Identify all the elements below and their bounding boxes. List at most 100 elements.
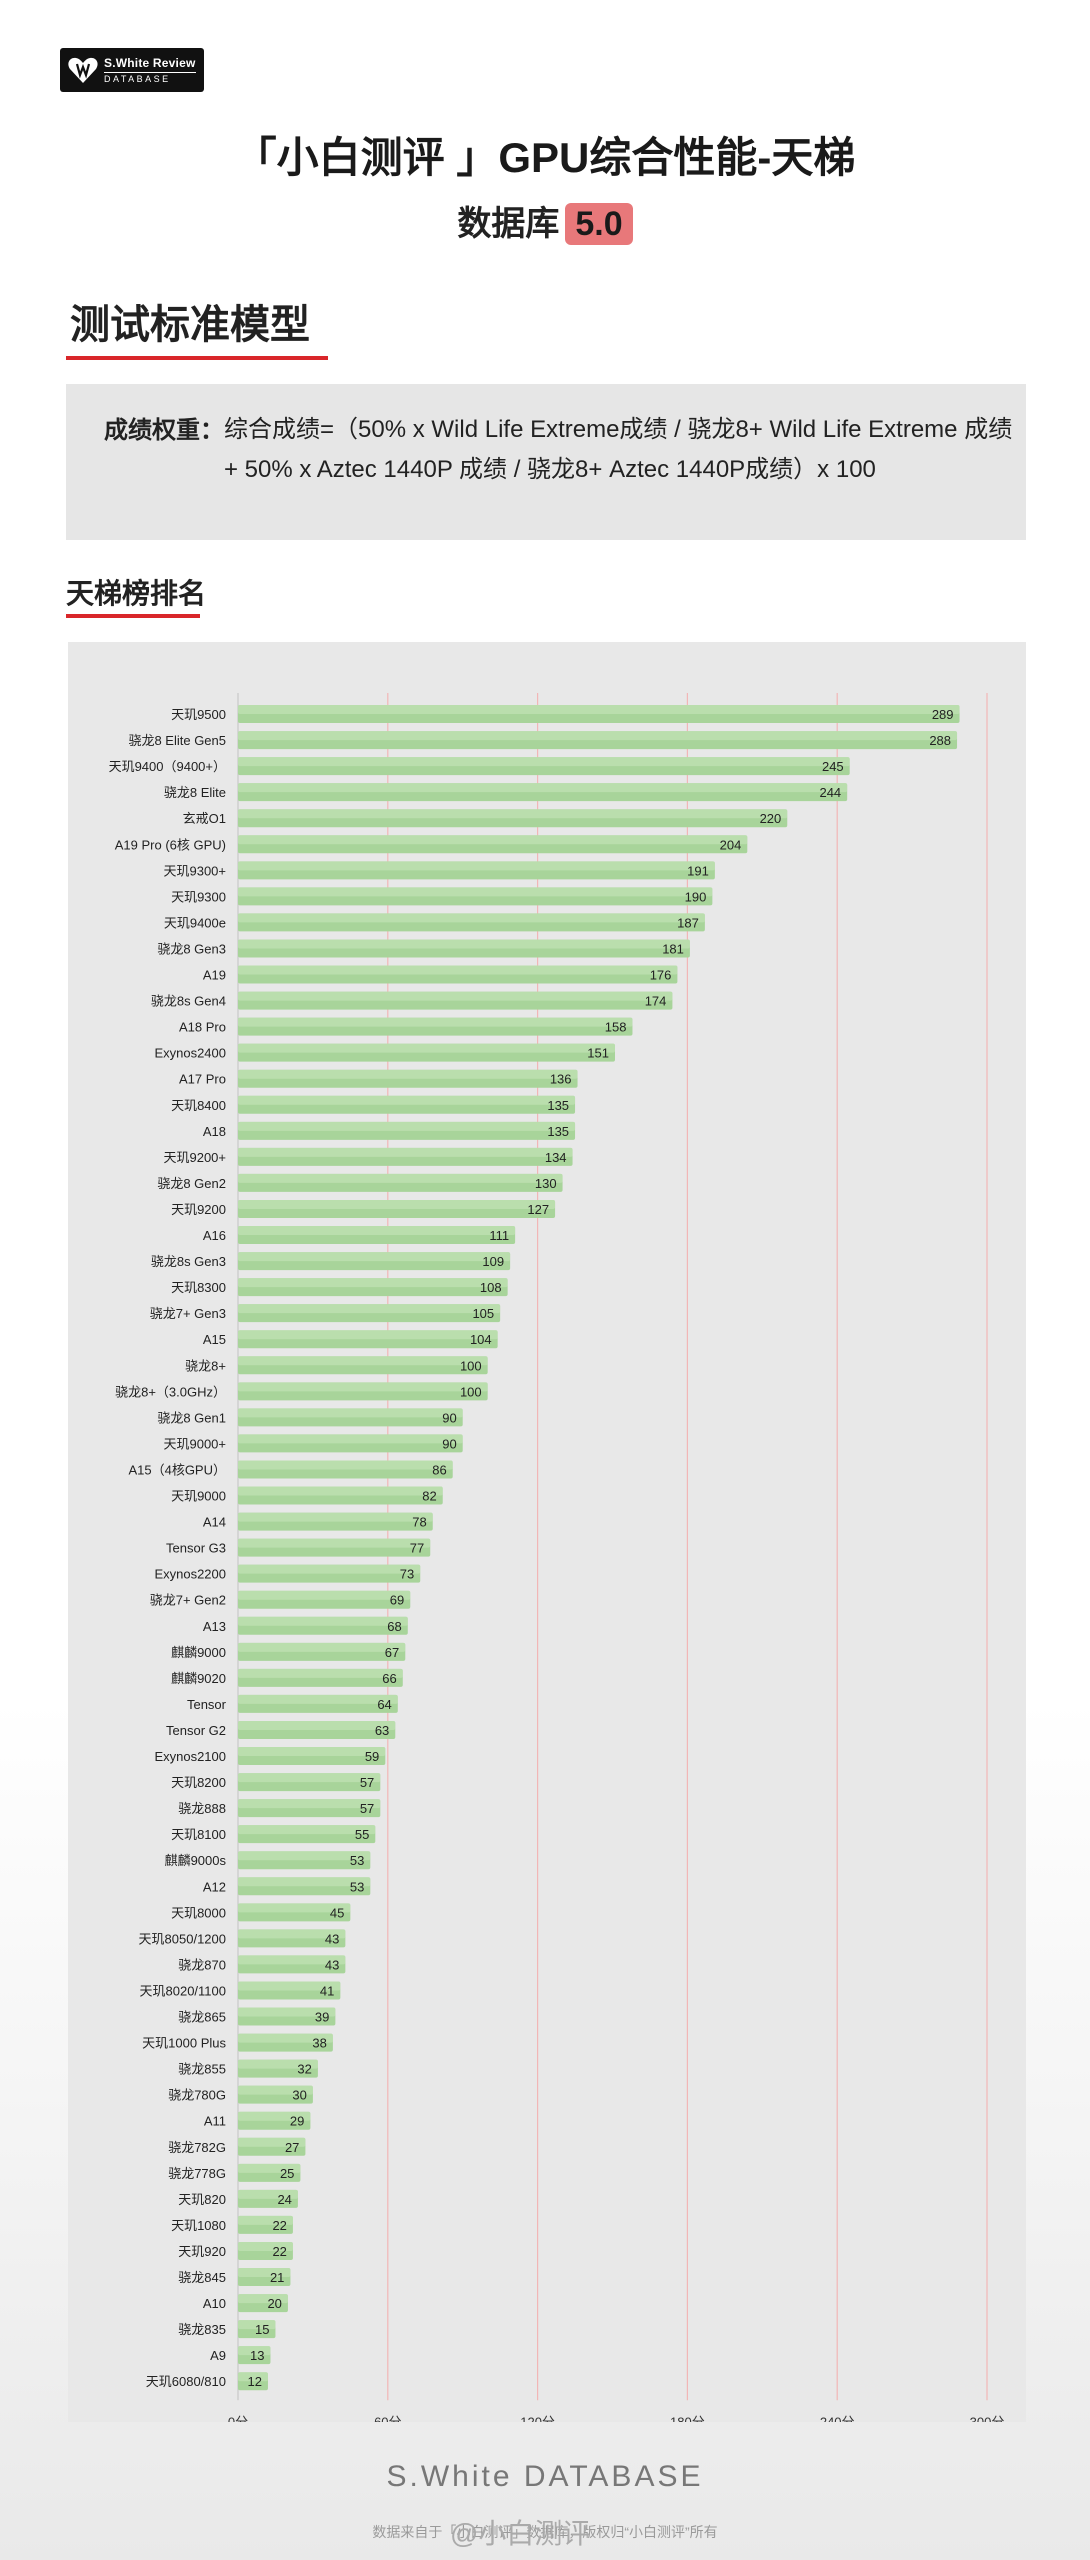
category-label: 天玑9200 xyxy=(171,1202,226,1217)
bar-highlight xyxy=(238,1955,346,1965)
data-label: 39 xyxy=(315,2010,329,2025)
section-heading-model: 测试标准模型 xyxy=(70,303,310,347)
weibo-handle: @小白测评 xyxy=(450,2518,591,2549)
data-label: 109 xyxy=(482,1254,504,1269)
data-label: 22 xyxy=(272,2218,286,2233)
data-label: 181 xyxy=(662,941,684,956)
data-label: 134 xyxy=(545,1150,567,1165)
data-label: 245 xyxy=(822,759,844,774)
data-label: 53 xyxy=(350,1879,364,1894)
bar-highlight xyxy=(238,1017,633,1027)
category-label: 天玑9400e xyxy=(164,915,226,930)
category-label: 骁龙778G xyxy=(168,2166,226,2181)
bar-highlight xyxy=(238,1825,376,1835)
bar-highlight xyxy=(238,861,715,871)
brand-logo: S.White Review DATABASE xyxy=(60,48,204,92)
data-label: 73 xyxy=(400,1567,414,1582)
category-label: 麒麟9000s xyxy=(165,1853,227,1868)
x-tick-label: 240分 xyxy=(820,2414,855,2422)
x-tick-label: 60分 xyxy=(374,2414,401,2422)
bar-highlight xyxy=(238,1720,396,1730)
data-label: 63 xyxy=(375,1723,389,1738)
category-label: 天玑8300 xyxy=(171,1280,226,1295)
category-label: Tensor xyxy=(187,1697,227,1712)
bar-highlight xyxy=(238,2346,271,2356)
data-label: 41 xyxy=(320,1983,334,1998)
bar-highlight xyxy=(238,1408,463,1418)
bar-highlight xyxy=(238,1981,341,1991)
data-label: 136 xyxy=(550,1072,572,1087)
bar-highlight xyxy=(238,1929,346,1939)
x-tick-label: 180分 xyxy=(670,2414,705,2422)
bar-highlight xyxy=(238,835,748,845)
bar-highlight xyxy=(238,1903,351,1913)
bar-highlight xyxy=(238,887,713,897)
category-label: 骁龙855 xyxy=(178,2062,226,2077)
data-label: 187 xyxy=(677,915,699,930)
data-label: 66 xyxy=(382,1671,396,1686)
bar-highlight xyxy=(238,2320,276,2330)
data-label: 77 xyxy=(410,1541,424,1556)
data-label: 111 xyxy=(489,1228,509,1243)
heart-logo-icon xyxy=(68,57,98,83)
data-label: 104 xyxy=(470,1332,492,1347)
x-tick-label: 300分 xyxy=(970,2414,1005,2422)
formula-label: 成绩权重： xyxy=(104,417,224,444)
data-label: 21 xyxy=(270,2270,284,2285)
bar-highlight xyxy=(238,1747,386,1757)
category-label: 玄戒O1 xyxy=(183,811,226,826)
category-label: 骁龙835 xyxy=(178,2322,226,2337)
bar-highlight xyxy=(238,2294,288,2304)
category-label: A17 Pro xyxy=(179,1072,226,1087)
category-label: A15 xyxy=(203,1332,226,1347)
bar-highlight xyxy=(238,2268,291,2278)
data-label: 158 xyxy=(605,1020,627,1035)
category-label: 骁龙8 Elite Gen5 xyxy=(128,733,226,748)
bar-highlight xyxy=(238,757,850,767)
bar-highlight xyxy=(238,1043,615,1053)
data-label: 15 xyxy=(255,2322,269,2337)
bar-highlight xyxy=(238,809,788,819)
data-label: 90 xyxy=(442,1436,456,1451)
category-label: 骁龙7+ Gen3 xyxy=(150,1306,226,1321)
bar-highlight xyxy=(238,1616,408,1626)
bar-highlight xyxy=(238,1877,371,1887)
bar-highlight xyxy=(238,1668,403,1678)
bar-highlight xyxy=(238,1486,443,1496)
data-label: 135 xyxy=(547,1098,569,1113)
logo-line1: S.White Review xyxy=(104,55,196,70)
bar-highlight xyxy=(238,1382,488,1392)
bar-highlight xyxy=(238,913,705,923)
section-heading-ranking: 天梯榜排名 xyxy=(66,578,207,609)
category-label: 骁龙7+ Gen2 xyxy=(150,1593,226,1608)
category-label: 天玑8100 xyxy=(171,1827,226,1842)
bar-highlight xyxy=(238,1773,381,1783)
category-label: 天玑1080 xyxy=(171,2218,226,2233)
data-label: 30 xyxy=(292,2088,306,2103)
formula-box: 成绩权重： 综合成绩=（50% x Wild Life Extreme成绩 / … xyxy=(66,384,1026,540)
data-label: 27 xyxy=(285,2140,299,2155)
data-label: 32 xyxy=(297,2062,311,2077)
x-tick-label: 120分 xyxy=(520,2414,555,2422)
logo-line2: DATABASE xyxy=(104,71,196,84)
bar-highlight xyxy=(238,991,673,1001)
category-label: A15（4核GPU） xyxy=(128,1462,226,1477)
category-label: 麒麟9020 xyxy=(171,1671,226,1686)
bar-highlight xyxy=(238,2085,313,2095)
category-label: A12 xyxy=(203,1879,226,1894)
category-label: 天玑8000 xyxy=(171,1905,226,1920)
bar-highlight xyxy=(238,1304,501,1314)
data-label: 57 xyxy=(360,1775,374,1790)
version-badge: 5.0 xyxy=(565,203,633,245)
bar-highlight xyxy=(238,1121,576,1131)
category-label: 天玑9300+ xyxy=(163,863,226,878)
formula-text: 综合成绩=（50% x Wild Life Extreme成绩 / 骁龙8+ W… xyxy=(224,416,1013,483)
data-label: 135 xyxy=(547,1124,569,1139)
category-label: 天玑9000+ xyxy=(163,1436,226,1451)
source-note: 数据来自于「小白测评」数据库，版权归“小白测评”所有 xyxy=(372,2524,718,2540)
data-label: 43 xyxy=(325,1957,339,1972)
bar-highlight xyxy=(238,705,960,715)
bar-highlight xyxy=(238,1590,411,1600)
bar-highlight xyxy=(238,1538,431,1548)
data-label: 20 xyxy=(267,2296,281,2311)
